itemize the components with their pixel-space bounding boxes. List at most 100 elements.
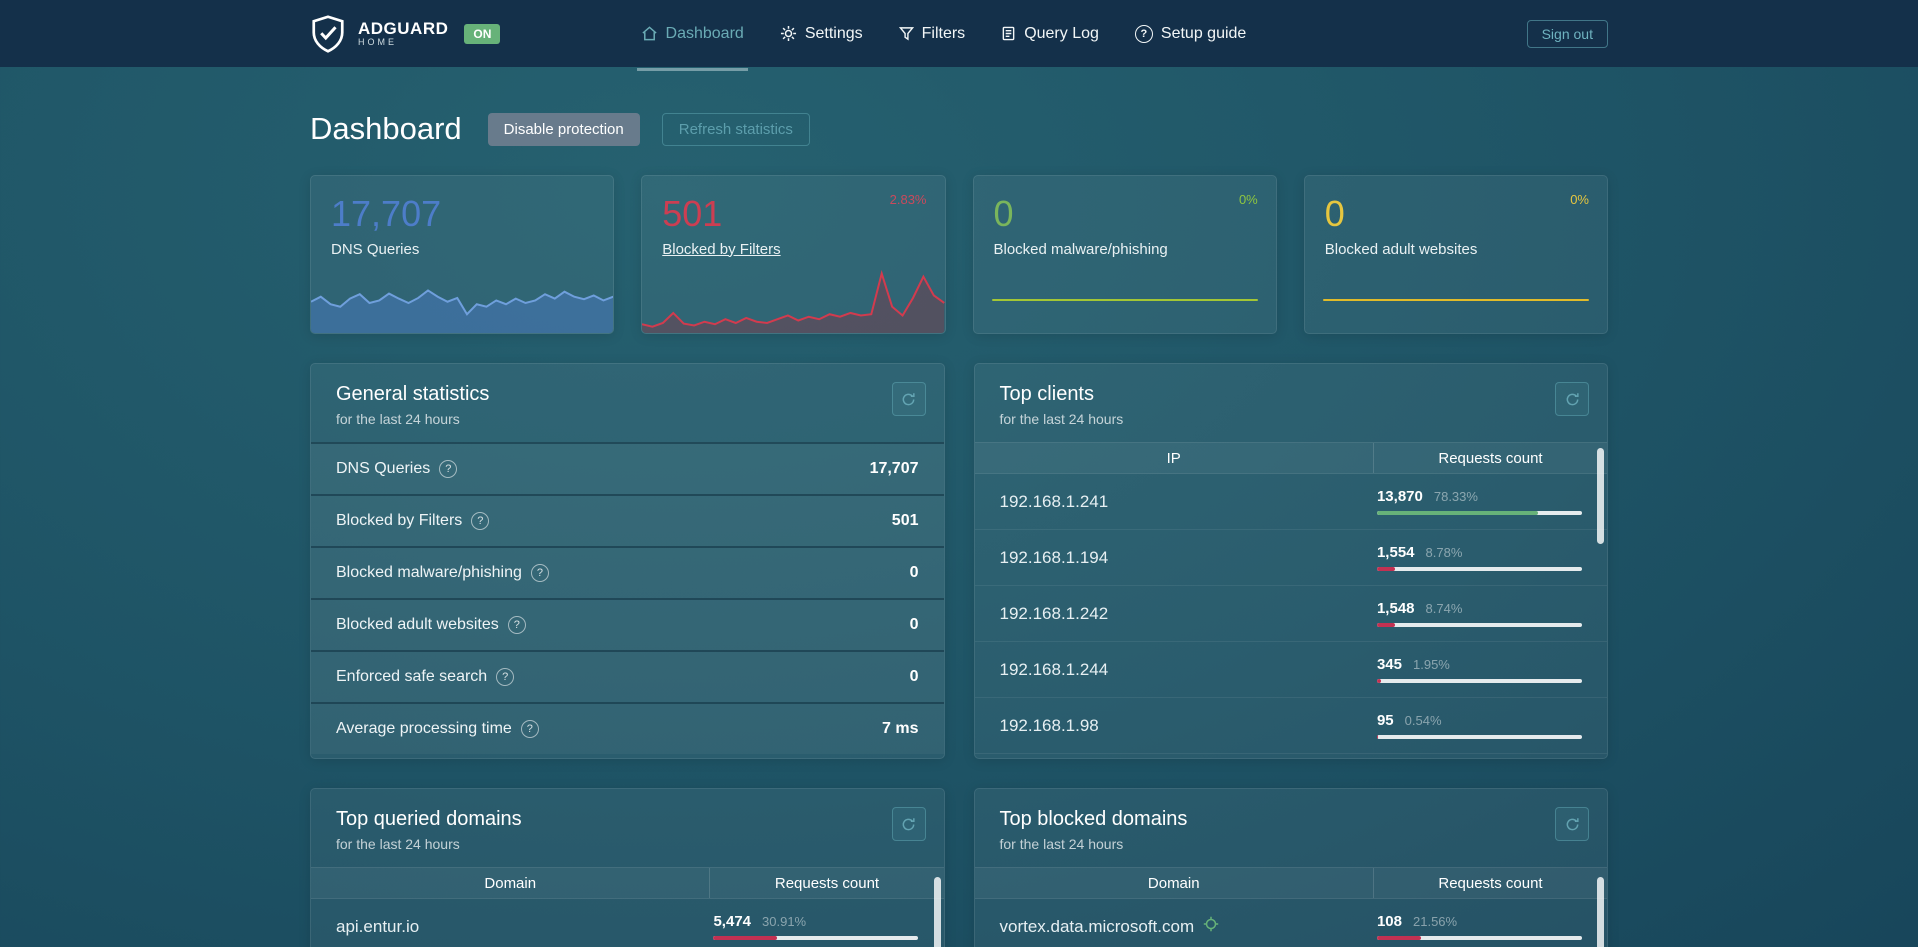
tab-query-log[interactable]: Query Log xyxy=(1001,0,1099,67)
nav-label: Settings xyxy=(804,24,863,42)
card-title: Top clients xyxy=(999,383,1095,405)
usage-bar xyxy=(1376,623,1582,627)
stat-row-label: DNS Queries xyxy=(336,460,431,477)
stat-row-label: Average processing time xyxy=(336,720,512,737)
help-icon[interactable]: ? xyxy=(520,720,539,738)
sign-out-button[interactable]: Sign out xyxy=(1526,19,1608,48)
blocked-adult-label: Blocked adult websites xyxy=(1324,240,1478,258)
tab-setup-guide[interactable]: ? Setup guide xyxy=(1134,0,1246,67)
refresh-top-blocked-button[interactable] xyxy=(1555,807,1589,841)
usage-bar-fill xyxy=(1376,567,1395,571)
table-row: vortex.data.microsoft.com 108 21.56% xyxy=(975,899,1608,947)
request-count: 5,474 xyxy=(713,913,752,930)
usage-bar-fill xyxy=(1376,936,1422,940)
top-queried-domains-card: Top queried domains for the last 24 hour… xyxy=(310,788,945,947)
help-icon[interactable]: ? xyxy=(496,668,515,686)
card-subtitle: for the last 24 hours xyxy=(999,836,1124,852)
refresh-icon xyxy=(902,817,915,830)
refresh-statistics-button[interactable]: Refresh statistics xyxy=(661,112,810,146)
blocked-malware-card: 0 Blocked malware/phishing 0% xyxy=(972,175,1277,334)
blocked-adult-card: 0 Blocked adult websites 0% xyxy=(1303,175,1608,334)
table-row: 192.168.1.241 13,870 78.33% xyxy=(974,474,1607,530)
general-statistics-card: General statistics for the last 24 hours… xyxy=(310,363,945,759)
client-ip[interactable]: 192.168.1.98 xyxy=(999,715,1099,735)
stat-row-value: 0 xyxy=(909,668,919,685)
refresh-icon xyxy=(1566,392,1579,405)
nav-label: Filters xyxy=(921,24,966,42)
adguard-brand[interactable]: ADGUARD HOME ON xyxy=(310,14,501,54)
stat-row: Enforced safe search? 0 xyxy=(311,650,944,702)
tab-filters[interactable]: Filters xyxy=(898,0,966,67)
scrollbar-thumb[interactable] xyxy=(1597,448,1604,544)
blocked-filters-sparkline xyxy=(642,265,945,333)
blocked-malware-value: 0 xyxy=(993,193,1014,234)
usage-bar xyxy=(1376,679,1582,683)
card-subtitle: for the last 24 hours xyxy=(336,411,460,427)
card-title: General statistics xyxy=(336,383,490,405)
client-ip[interactable]: 192.168.1.244 xyxy=(999,659,1109,679)
request-percent: 0.54% xyxy=(1404,713,1442,728)
dns-queries-label: DNS Queries xyxy=(331,240,420,258)
help-icon[interactable]: ? xyxy=(471,512,490,530)
scrollbar-thumb[interactable] xyxy=(933,877,941,947)
home-icon xyxy=(641,25,658,42)
request-percent: 8.78% xyxy=(1425,545,1463,560)
usage-bar xyxy=(1376,735,1582,739)
stat-row: Blocked by Filters? 501 xyxy=(311,494,944,546)
refresh-icon xyxy=(1566,817,1579,830)
client-ip[interactable]: 192.168.1.241 xyxy=(999,491,1109,511)
refresh-top-clients-button[interactable] xyxy=(1555,382,1589,416)
request-percent: 21.56% xyxy=(1413,914,1458,929)
blocked-adult-flatline xyxy=(1322,299,1589,301)
request-percent: 1.95% xyxy=(1413,657,1450,672)
brand-subtitle: HOME xyxy=(358,36,397,47)
scrollbar-thumb[interactable] xyxy=(1597,877,1604,947)
client-ip[interactable]: 192.168.1.242 xyxy=(999,603,1109,623)
help-icon[interactable]: ? xyxy=(439,460,458,478)
stat-row-value: 0 xyxy=(909,616,919,633)
disable-protection-button[interactable]: Disable protection xyxy=(487,112,640,146)
stat-row: Blocked malware/phishing? 0 xyxy=(311,546,944,598)
column-header-requests: Requests count xyxy=(1372,868,1607,898)
stat-row: Blocked adult websites? 0 xyxy=(311,598,944,650)
usage-bar xyxy=(1376,936,1582,940)
blocked-malware-label: Blocked malware/phishing xyxy=(993,240,1168,258)
usage-bar-fill xyxy=(1376,735,1379,739)
usage-bar-fill xyxy=(713,936,777,940)
tracker-icon[interactable] xyxy=(1203,916,1219,937)
dns-queries-card: 17,707 DNS Queries xyxy=(310,175,615,334)
stat-row-label: Enforced safe search xyxy=(336,668,488,685)
table-header: Domain Requests count xyxy=(311,867,944,899)
request-count: 345 xyxy=(1376,656,1402,673)
dns-queries-sparkline xyxy=(311,265,614,333)
stat-row-label: Blocked malware/phishing xyxy=(336,564,522,581)
adguard-shield-logo xyxy=(310,14,346,54)
blocked-filters-card: 501 Blocked by Filters 2.83% xyxy=(641,175,946,334)
table-row: 192.168.1.242 1,548 8.74% xyxy=(974,586,1607,642)
domain-name[interactable]: api.entur.io xyxy=(336,916,420,936)
help-icon[interactable]: ? xyxy=(530,564,549,582)
domain-name[interactable]: vortex.data.microsoft.com xyxy=(999,916,1195,936)
card-title: Top queried domains xyxy=(336,808,522,830)
request-count: 1,548 xyxy=(1376,600,1415,617)
brand-title: ADGUARD xyxy=(358,18,449,38)
usage-bar-fill xyxy=(1376,679,1381,683)
funnel-icon xyxy=(898,26,914,41)
stat-row: DNS Queries? 17,707 xyxy=(311,442,944,494)
refresh-top-queried-button[interactable] xyxy=(891,807,926,841)
blocked-filters-link[interactable]: Blocked by Filters xyxy=(662,240,781,258)
request-count: 13,870 xyxy=(1376,488,1423,505)
stat-row-value: 0 xyxy=(909,564,919,581)
client-ip[interactable]: 192.168.1.194 xyxy=(999,547,1109,567)
blocked-filters-value: 501 xyxy=(662,193,723,234)
tab-dashboard[interactable]: Dashboard xyxy=(636,0,749,71)
blocked-adult-percent: 0% xyxy=(1570,192,1589,207)
request-percent: 8.74% xyxy=(1425,601,1463,616)
help-icon[interactable]: ? xyxy=(507,616,526,634)
refresh-icon xyxy=(902,392,915,405)
tab-settings[interactable]: Settings xyxy=(780,0,863,67)
column-header-requests: Requests count xyxy=(709,868,943,898)
main-nav: Dashboard Settings Filters xyxy=(636,0,1246,71)
refresh-general-statistics-button[interactable] xyxy=(891,382,926,416)
table-row: 192.168.1.98 95 0.54% xyxy=(974,698,1607,754)
